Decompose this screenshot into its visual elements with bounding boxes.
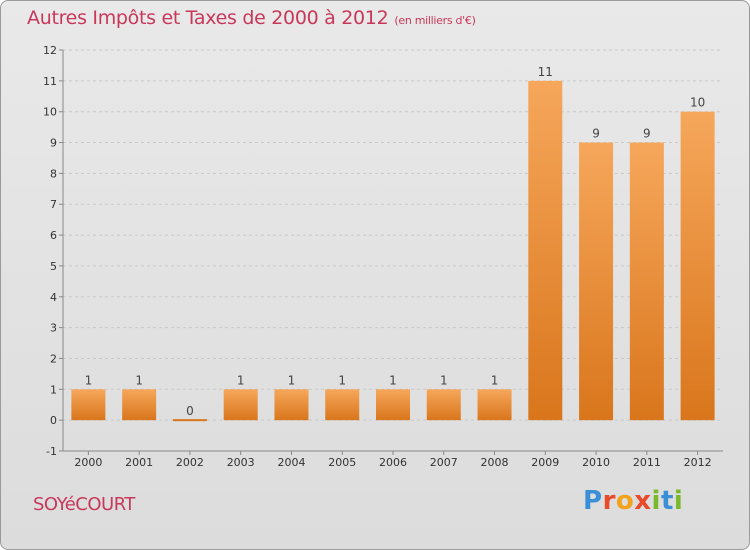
- bar: [172, 419, 207, 422]
- bar: [477, 389, 512, 421]
- x-tick-label: 2003: [227, 456, 255, 469]
- y-tick-label: 11: [43, 75, 57, 88]
- x-tick-label: 2009: [531, 456, 559, 469]
- data-label: 1: [135, 373, 143, 387]
- data-label: 1: [288, 373, 296, 387]
- bar: [122, 389, 157, 421]
- x-tick-label: 2005: [328, 456, 356, 469]
- x-tick-label: 2011: [633, 456, 661, 469]
- y-tick-label: 4: [50, 291, 57, 304]
- bar: [223, 389, 258, 421]
- x-tick-label: 2007: [430, 456, 458, 469]
- x-tick-label: 2010: [582, 456, 610, 469]
- data-label: 0: [186, 404, 194, 418]
- place-name: SOYéCOURT: [33, 494, 135, 515]
- y-tick-label: 5: [50, 260, 57, 273]
- data-label: 1: [237, 373, 245, 387]
- logo-letter: t: [660, 486, 674, 516]
- logo-letter: i: [673, 486, 684, 516]
- y-tick-label: 2: [50, 352, 57, 365]
- chart-title-main: Autres Impôts et Taxes de 2000 à 2012: [27, 7, 389, 29]
- y-tick-label: 1: [50, 383, 57, 396]
- data-label: 1: [440, 373, 448, 387]
- bar: [71, 389, 106, 421]
- data-label: 1: [389, 373, 397, 387]
- bar: [274, 389, 309, 421]
- bar-layer: [71, 80, 715, 422]
- data-label: 10: [690, 96, 705, 110]
- y-tick-label: 8: [50, 167, 57, 180]
- bar: [680, 111, 715, 421]
- bar: [426, 389, 461, 421]
- proxiti-logo[interactable]: Proxiti: [583, 486, 683, 516]
- logo-letter: x: [634, 486, 652, 516]
- y-tick-label: 9: [50, 137, 57, 150]
- y-tick-label: -1: [46, 445, 57, 458]
- x-tick-label: 2004: [277, 456, 305, 469]
- chart-title: Autres Impôts et Taxes de 2000 à 2012 (en…: [27, 7, 476, 29]
- y-tick-label: 3: [50, 322, 57, 335]
- bar: [629, 142, 664, 421]
- bar: [579, 142, 614, 421]
- x-tick-label: 2012: [684, 456, 712, 469]
- data-label: 1: [85, 373, 93, 387]
- logo-letter: P: [583, 486, 603, 516]
- data-label: 9: [592, 127, 600, 141]
- data-label: 11: [538, 65, 553, 79]
- data-label: 9: [643, 127, 651, 141]
- bar: [528, 80, 563, 421]
- chart-title-unit: (en milliers d'€): [394, 14, 476, 27]
- y-tick-label: 10: [43, 106, 57, 119]
- x-tick-label: 2001: [125, 456, 153, 469]
- x-tick-label: 2000: [74, 456, 102, 469]
- x-tick-label: 2006: [379, 456, 407, 469]
- logo-letter: r: [602, 486, 616, 516]
- y-tick-label: 0: [50, 414, 57, 427]
- logo-letter: i: [651, 486, 661, 516]
- y-tick-label: 7: [50, 198, 57, 211]
- x-tick-label: 2002: [176, 456, 204, 469]
- data-label: 1: [491, 373, 499, 387]
- x-tick-label: 2008: [481, 456, 509, 469]
- y-tick-label: 6: [50, 229, 57, 242]
- bar: [376, 389, 410, 421]
- logo-letter: o: [615, 486, 635, 516]
- bar: [325, 389, 360, 421]
- y-tick-label: 12: [43, 44, 57, 57]
- data-label: 1: [338, 373, 346, 387]
